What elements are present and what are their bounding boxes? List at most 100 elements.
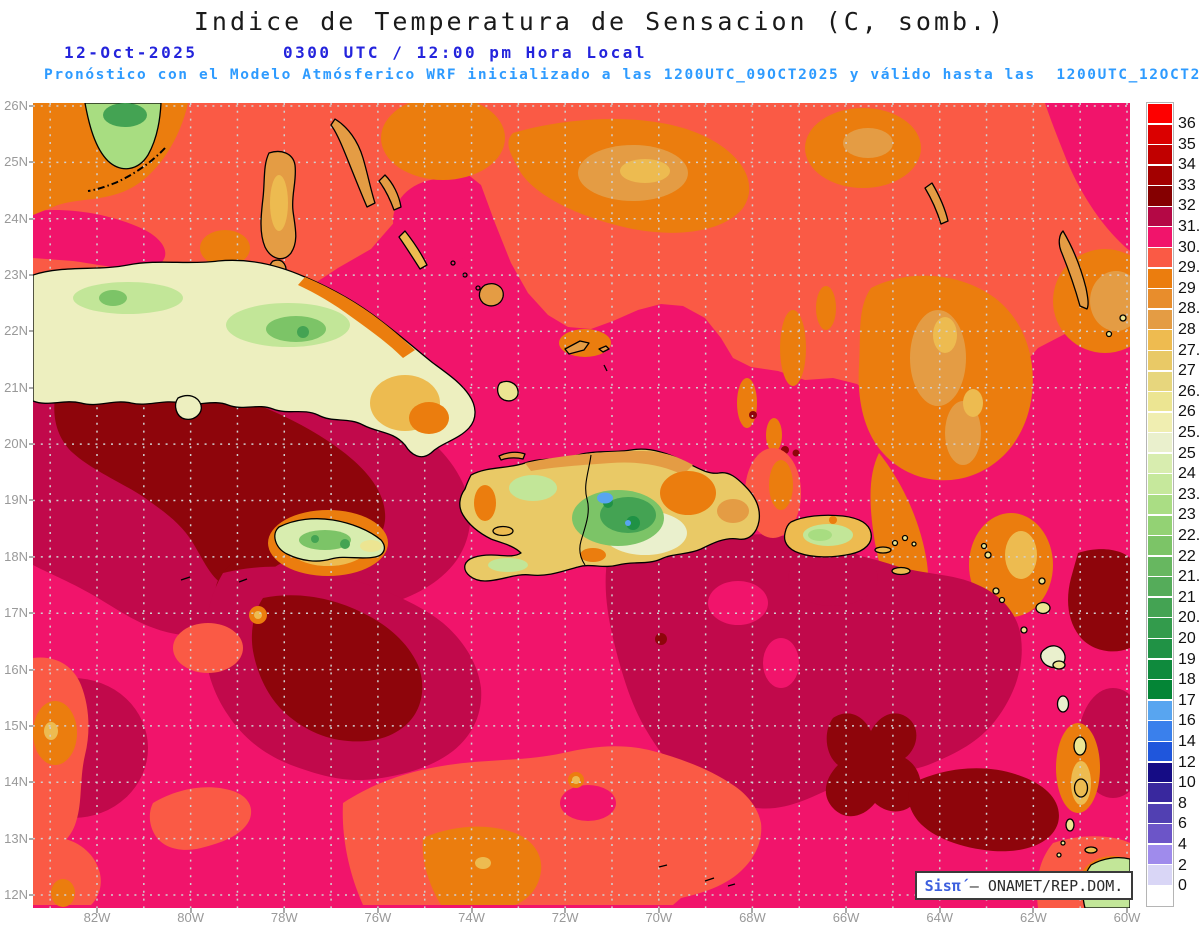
cuba-island [33,259,476,583]
legend-color-swatch [1148,392,1172,412]
lat-axis-tick [29,781,33,784]
legend-color-swatch [1148,104,1172,124]
legend-value-label: 8 [1178,794,1187,812]
attribution-org: – ONAMET/REP.DOM. [960,876,1124,895]
legend-value-label: 20.5 [1178,609,1200,627]
legend-color-swatch [1148,268,1172,288]
lon-axis-label: 66W [832,910,860,925]
page-title: Indice de Temperatura de Sensacion (C, s… [193,7,1007,36]
legend-color-swatch [1148,618,1172,638]
legend-color-swatch [1148,556,1172,576]
legend-value-label: 25.5 [1178,423,1200,441]
legend-color-swatch [1148,659,1172,679]
lat-axis-label: 21N [4,379,28,395]
lat-axis-tick [29,555,33,558]
legend-value-label: 27.5 [1178,341,1200,359]
legend-value-label: 4 [1178,835,1187,853]
legend-color-swatch [1148,289,1172,309]
puerto-rico-island [783,514,917,576]
lat-axis-label: 24N [4,210,28,226]
legend-color-swatch [1148,330,1172,350]
lat-lon-grid [33,103,1130,908]
lon-axis-label: 64W [926,910,954,925]
legend-color-swatch [1148,350,1172,371]
legend-value-label: 32 [1178,197,1196,215]
legend-value-label: 36 [1178,114,1196,132]
legend-value-label: 29.7 [1178,259,1200,277]
legend-value-label: 19 [1178,650,1196,668]
legend-color-swatch [1148,639,1172,659]
legend-value-label: 12 [1178,753,1196,771]
legend-value-label: 21 [1178,588,1196,606]
jamaica-island [274,518,386,562]
lon-axis-label: 76W [364,910,392,925]
lon-axis-tick [564,908,567,913]
legend-color-swatch [1148,721,1172,741]
lat-axis-tick [29,668,33,671]
legend-color-swatch [1148,700,1172,720]
legend-value-label: 30.7 [1178,238,1200,256]
lat-axis-label: 26N [4,98,28,113]
legend-value-label: 14 [1178,732,1196,750]
lon-axis-tick [751,908,754,913]
legend-value-label: 6 [1178,815,1187,833]
sispi-logo: Sisπ́ [924,876,961,895]
legend-value-label: 22 [1178,547,1196,565]
lat-axis-label: 22N [4,323,28,339]
lat-axis-tick [29,386,33,389]
lat-axis-label: 20N [4,436,28,452]
legend-color-swatch [1148,680,1172,700]
legend-value-label: 21.5 [1178,568,1200,586]
legend-color-swatch [1148,885,1172,906]
lon-axis-tick [470,908,473,913]
attribution-box: Sisπ́ – ONAMET/REP.DOM. [915,871,1133,900]
bahamas-islands [260,118,1127,402]
lon-axis-label: 80W [177,910,204,925]
lat-axis-label: 23N [4,267,28,283]
legend-color-swatch [1148,124,1172,144]
legend-value-label: 17 [1178,691,1196,709]
legend-color-swatch [1148,597,1172,618]
legend-value-label: 0 [1178,877,1187,895]
legend-color-swatch [1148,783,1172,803]
lat-axis-tick [29,443,33,446]
legend-color-swatch [1148,165,1172,185]
legend-value-label: 28 [1178,320,1196,338]
legend-value-label: 2 [1178,856,1187,874]
legend-value-label: 28.5 [1178,300,1200,318]
legend-color-swatch [1148,741,1172,762]
lat-axis-label: 18N [4,548,28,564]
legend-color-swatch [1148,844,1172,864]
legend-color-swatch [1148,145,1172,165]
legend-value-label: 26.5 [1178,382,1200,400]
lat-axis-label: 14N [4,774,28,790]
legend-color-swatch [1148,515,1172,535]
legend-color-swatch [1148,248,1172,268]
lon-axis-label: 68W [739,910,766,925]
lat-axis-label: 19N [4,492,28,508]
lat-axis-label: 12N [4,886,28,902]
lat-axis-label: 15N [4,717,28,733]
legend-value-label: 24 [1178,465,1196,483]
lon-axis-tick [189,908,192,913]
legend-value-label: 34 [1178,156,1196,174]
hispaniola-island [459,448,761,582]
lat-axis-tick [29,893,33,896]
lon-axis-label: 62W [1019,910,1047,925]
legend-value-label: 29 [1178,279,1196,297]
lon-axis-tick [1125,908,1128,913]
lon-axis-label: 72W [551,910,579,925]
lon-axis-label: 60W [1113,910,1141,925]
legend-value-label: 25 [1178,444,1196,462]
color-scale-bar [1146,102,1174,908]
legend-color-swatch [1148,227,1172,247]
legend-color-swatch [1148,577,1172,597]
lat-axis-label: 16N [4,661,28,677]
heat-index-map [33,103,1130,908]
lon-axis-label: 74W [458,910,485,925]
legend-color-swatch [1148,474,1172,494]
lon-axis-tick [845,908,848,913]
legend-color-swatch [1148,803,1172,823]
legend-color-swatch [1148,865,1172,885]
legend-color-swatch [1148,309,1172,329]
